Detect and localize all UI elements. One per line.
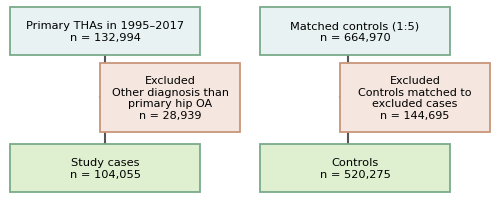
- Text: Study cases
n = 104,055: Study cases n = 104,055: [70, 157, 140, 179]
- FancyBboxPatch shape: [10, 144, 200, 192]
- Text: Excluded
Other diagnosis than
primary hip OA
n = 28,939: Excluded Other diagnosis than primary hi…: [112, 76, 228, 120]
- FancyBboxPatch shape: [260, 8, 450, 56]
- FancyBboxPatch shape: [10, 8, 200, 56]
- Text: Primary THAs in 1995–2017
n = 132,994: Primary THAs in 1995–2017 n = 132,994: [26, 21, 184, 43]
- FancyBboxPatch shape: [260, 144, 450, 192]
- Text: Excluded
Controls matched to
excluded cases
n = 144,695: Excluded Controls matched to excluded ca…: [358, 76, 472, 120]
- Text: Controls
n = 520,275: Controls n = 520,275: [320, 157, 390, 179]
- Text: Matched controls (1:5)
n = 664,970: Matched controls (1:5) n = 664,970: [290, 21, 420, 43]
- FancyBboxPatch shape: [340, 64, 490, 132]
- FancyBboxPatch shape: [100, 64, 240, 132]
